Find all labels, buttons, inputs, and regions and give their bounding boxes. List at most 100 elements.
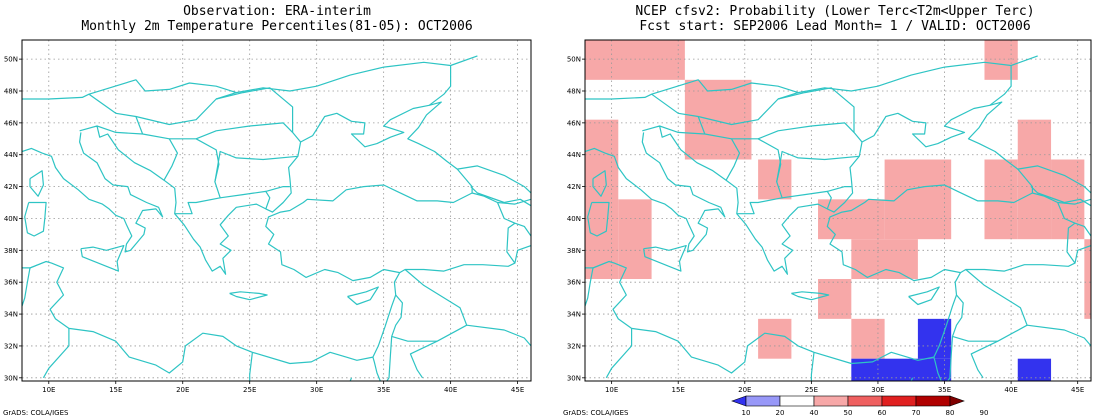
coastline	[135, 116, 144, 135]
coastline	[514, 245, 531, 264]
lon-tick-label: 25E	[243, 386, 256, 394]
right-title-line1: NCEP cfsv2: Probability (Lower Terc<T2m<…	[635, 4, 1035, 19]
lat-tick-label: 30N	[567, 374, 581, 382]
lon-tick-label: 40E	[1004, 386, 1017, 394]
coastline	[457, 165, 531, 194]
coastline	[827, 186, 852, 192]
coastline	[952, 269, 1028, 342]
lat-tick-label: 30N	[4, 374, 18, 382]
coastline	[989, 65, 1012, 106]
right-forecast-map: 30N 32N 34N 36N 38N 40N 42N 44N 46N 48N 50N 10E 15E 2…	[567, 39, 1092, 394]
lat-tick-label: 50N	[4, 56, 18, 64]
colorbar-tick-label: 70	[912, 409, 921, 417]
probability-cell-light-red	[984, 40, 1018, 80]
lat-tick-label: 40N	[567, 215, 581, 223]
coastline	[195, 122, 302, 143]
coastline	[587, 201, 610, 237]
coastline	[466, 324, 531, 347]
coastline	[585, 132, 726, 253]
coastline	[214, 150, 298, 182]
left-title-line1: Observation: ERA-interim	[183, 4, 371, 19]
probability-cell-light-red	[1017, 119, 1052, 240]
lon-tick-label: 15E	[672, 386, 685, 394]
map-frame	[584, 39, 1092, 382]
lat-tick-label: 36N	[567, 279, 581, 287]
lon-tick-label: 10E	[605, 386, 618, 394]
coastline	[776, 150, 860, 182]
lat-tick-label: 46N	[567, 119, 581, 127]
colorbar-tick-label: 50	[844, 409, 853, 417]
lon-tick-label: 20E	[176, 386, 189, 394]
coastline	[96, 125, 178, 181]
map-frame	[21, 39, 532, 382]
coastline	[80, 245, 125, 272]
lon-tick-label: 30E	[871, 386, 884, 394]
lat-tick-label: 38N	[567, 247, 581, 255]
lat-tick-label: 42N	[567, 183, 581, 191]
left-title-line2: Monthly 2m Temperature Percentiles(81-05…	[81, 19, 473, 34]
probability-cell-blue	[917, 318, 952, 359]
coastline	[791, 291, 830, 301]
lon-tick-label: 10E	[42, 386, 55, 394]
coastline	[908, 286, 940, 306]
coastline	[22, 101, 473, 374]
lon-tick-label: 35E	[938, 386, 951, 394]
probability-cell-light-red	[851, 239, 918, 280]
map-plot-area	[22, 40, 531, 381]
probability-colorbar: 10 20 40 50 60 70 80 90	[731, 395, 989, 417]
lon-tick-label: 20E	[738, 386, 751, 394]
coastline	[399, 222, 516, 274]
probability-cell-light-red	[884, 159, 952, 240]
colorbar-segment	[779, 395, 815, 407]
lat-tick-label: 44N	[4, 151, 18, 159]
probability-cell-light-red	[585, 40, 685, 80]
coastline	[1017, 165, 1091, 194]
coastline	[585, 260, 610, 308]
right-credit: GrADS: COLA/IGES	[563, 409, 629, 417]
coastline	[29, 170, 44, 197]
colorbar-arrow-high	[949, 395, 965, 407]
lat-tick-label: 34N	[4, 311, 18, 319]
coastline	[391, 269, 468, 342]
coastline	[651, 92, 799, 126]
coastline	[731, 138, 783, 215]
coastline	[409, 340, 438, 379]
coastline	[757, 122, 863, 143]
coastline	[810, 352, 815, 381]
coastline	[249, 352, 253, 381]
coastline	[970, 340, 999, 379]
colorbar-segment	[847, 395, 883, 407]
coastline	[1032, 192, 1091, 205]
coastline	[960, 222, 1076, 274]
probability-cell-light-red	[818, 279, 852, 319]
coastline	[1027, 324, 1091, 347]
lat-tick-label: 36N	[4, 279, 18, 287]
coastline	[643, 245, 687, 272]
lat-tick-label: 34N	[567, 311, 581, 319]
left-observation-map: 30N 32N 34N 36N 38N 40N 42N 44N 46N 48N 50N 10E 15E 2…	[4, 39, 532, 394]
coastline	[910, 377, 914, 381]
coastline	[585, 101, 1033, 374]
coastline	[372, 356, 381, 381]
lon-tick-label: 30E	[310, 386, 323, 394]
coastline	[1074, 245, 1091, 264]
coastline	[777, 87, 855, 133]
coastline	[592, 170, 607, 197]
coastline	[42, 328, 70, 379]
lon-tick-label: 35E	[377, 386, 390, 394]
probability-cell-light-red	[618, 199, 652, 280]
colorbar-segment	[881, 395, 917, 407]
right-title-line2: Fcst start: SEP2006 Lead Month= 1 / VALI…	[639, 19, 1031, 34]
lat-tick-label: 40N	[4, 215, 18, 223]
probability-cell-light-red	[758, 159, 792, 200]
lon-tick-label: 45E	[511, 386, 524, 394]
probability-cell-light-red	[758, 318, 792, 359]
coastline	[428, 65, 452, 106]
lat-tick-label: 50N	[567, 56, 581, 64]
probability-cell-light-red	[585, 119, 619, 280]
probability-cell-light-red	[984, 159, 1018, 240]
colorbar-tick-label: 90	[980, 409, 989, 417]
coastline	[386, 294, 403, 381]
lat-tick-label: 32N	[567, 342, 581, 350]
coastline	[697, 116, 706, 135]
